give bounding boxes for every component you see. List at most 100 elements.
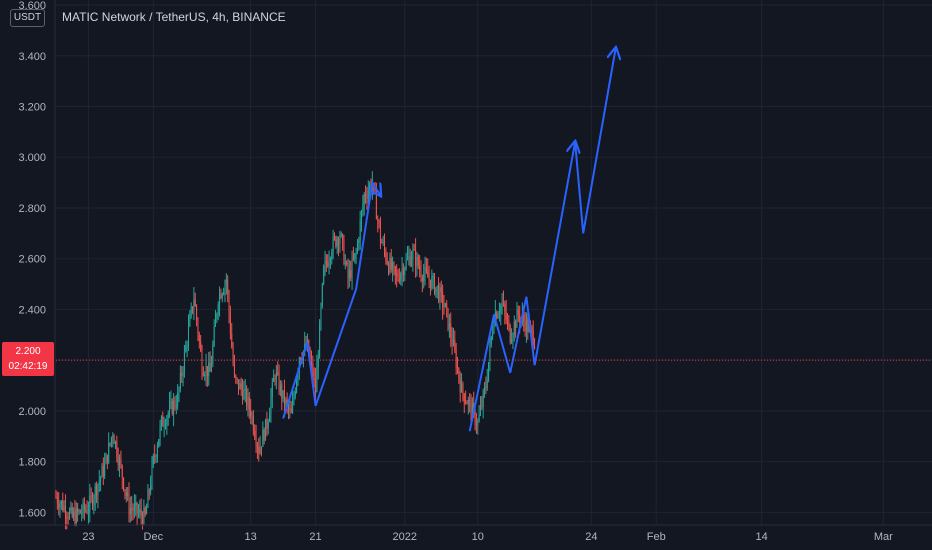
candle-body <box>462 383 464 394</box>
candle-body <box>339 235 341 245</box>
chart-title: MATIC Network / TetherUS, 4h, BINANCE <box>62 10 286 24</box>
candle-body <box>316 367 318 393</box>
candle-body <box>342 234 344 241</box>
candle-body <box>102 466 104 477</box>
candle-body <box>243 390 245 400</box>
candle-body <box>238 379 239 390</box>
candle-body <box>158 439 160 447</box>
candle-body <box>319 322 321 359</box>
candle-countdown: 02:42:19 <box>8 361 48 372</box>
time-axis[interactable]: 23 Dec 13 21 2022 10 24 Feb 14 Mar <box>0 524 932 543</box>
candle-body <box>179 373 181 389</box>
candle-body <box>219 293 221 305</box>
candle-body <box>162 416 164 427</box>
candle-body <box>260 446 262 448</box>
y-tick-label: 2.800 <box>18 203 46 215</box>
candle-body <box>500 305 502 314</box>
candle-body <box>77 508 79 513</box>
candle-body <box>279 384 281 392</box>
candle-body <box>478 414 480 422</box>
candle-body <box>496 312 498 319</box>
candle-body <box>451 337 453 346</box>
candle-body <box>198 334 200 342</box>
y-tick-label: 2.600 <box>18 254 46 266</box>
candle-body <box>381 242 383 244</box>
candle-body <box>497 314 499 319</box>
candle-body <box>167 413 169 418</box>
candle-body <box>250 409 252 417</box>
candle-body <box>90 495 92 497</box>
candle-body <box>217 304 219 314</box>
drawing-zigzag-3[interactable] <box>574 48 616 234</box>
candle-body <box>377 219 379 221</box>
candle-body <box>327 263 329 266</box>
candle-body <box>235 375 237 379</box>
candle-body <box>271 381 273 398</box>
candle-body <box>469 400 471 402</box>
candle-body <box>231 334 233 348</box>
candle-body <box>121 465 123 479</box>
candle-body <box>196 306 198 321</box>
candle-body <box>343 240 345 264</box>
trend-drawings[interactable] <box>282 48 616 432</box>
candle-body <box>439 287 441 301</box>
candle-body <box>444 303 446 308</box>
candle-body <box>171 400 173 414</box>
candle-body <box>459 378 461 393</box>
currency-unit-label[interactable]: USDT <box>10 9 45 27</box>
candle-body <box>101 466 103 478</box>
candle-body <box>385 250 387 261</box>
candle-body <box>413 249 415 251</box>
candle-body <box>296 379 298 392</box>
candle-body <box>120 458 122 466</box>
candle-body <box>477 421 479 425</box>
candle-body <box>351 258 353 278</box>
candle-body <box>252 415 254 431</box>
y-tick-label: 1.800 <box>18 457 46 469</box>
candle-body <box>425 267 427 272</box>
candle-body <box>205 365 207 376</box>
candle-body <box>258 447 260 454</box>
candle-body <box>366 196 368 199</box>
candle-body <box>178 388 180 394</box>
candle-body <box>289 408 291 410</box>
candle-body <box>515 321 517 328</box>
candle-body <box>66 516 68 518</box>
candle-body <box>98 480 100 485</box>
candle-body <box>511 339 513 343</box>
candle-body <box>156 446 158 457</box>
candle-body <box>490 336 492 345</box>
candle-body <box>69 510 71 518</box>
drawing-zigzag-2[interactable] <box>468 142 575 432</box>
candle-body <box>350 270 352 278</box>
candle-body <box>185 345 187 352</box>
candle-body <box>181 373 183 376</box>
candle-body <box>479 406 481 415</box>
candle-body <box>493 323 495 333</box>
candle-body <box>411 259 413 266</box>
candle-body <box>384 242 385 251</box>
candle-body <box>486 380 488 388</box>
candle-body <box>358 240 360 243</box>
candle-body <box>458 368 460 379</box>
candle-body <box>396 273 398 276</box>
candle-body <box>525 319 527 332</box>
candle-body <box>262 429 264 447</box>
candle-body <box>215 318 217 327</box>
candle-body <box>119 458 121 466</box>
candle-body <box>265 418 267 441</box>
drawing-zigzag-1[interactable] <box>282 179 380 419</box>
candle-body <box>85 509 87 511</box>
candle-body <box>475 423 477 425</box>
candle-body <box>274 378 276 380</box>
price-axis[interactable]: 3.6003.4003.2003.0002.8002.6002.4002.200… <box>18 0 56 525</box>
candle-body <box>424 267 426 275</box>
candle-body <box>467 400 469 405</box>
candle-body <box>335 237 337 247</box>
candle-body <box>152 455 154 464</box>
candle-body <box>398 279 400 281</box>
candle-body <box>89 495 91 512</box>
y-tick-label: 3.200 <box>18 102 46 114</box>
candle-body <box>173 400 175 414</box>
